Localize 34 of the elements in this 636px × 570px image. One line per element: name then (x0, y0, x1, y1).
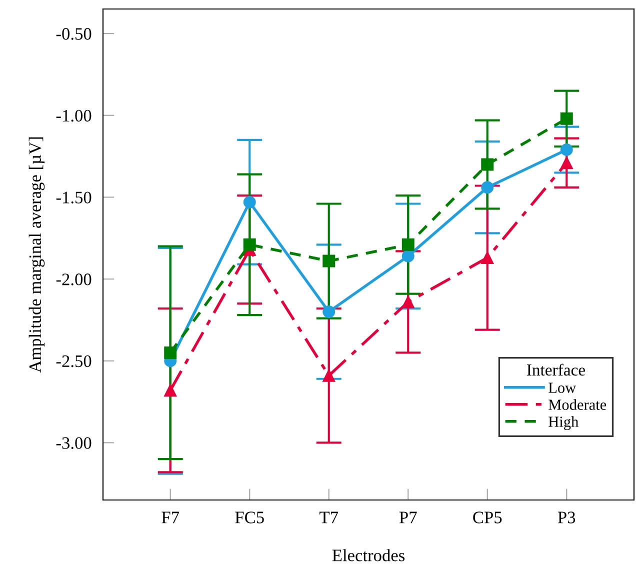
point (481, 252, 494, 264)
legend-label: High (548, 416, 578, 430)
point (560, 144, 573, 156)
point (481, 158, 494, 171)
legend-label: Moderate (548, 399, 606, 410)
point (560, 156, 573, 170)
y-tick-label: -2.00 (56, 274, 92, 286)
point (164, 384, 177, 397)
x-tick-label: FC5 (235, 512, 264, 524)
point (402, 250, 414, 262)
point (322, 254, 336, 268)
point (560, 112, 573, 125)
x-tick-label: P7 (399, 512, 417, 524)
point (243, 196, 256, 208)
point (402, 238, 414, 251)
x-tick-label: CP5 (473, 512, 502, 524)
y-tick-label: -1.00 (56, 110, 92, 122)
y-tick-label: -3.00 (56, 437, 92, 449)
point (164, 346, 177, 359)
x-tick-label: T7 (320, 512, 338, 524)
legend-label: Low (548, 382, 576, 393)
y-tick-label: -1.50 (56, 192, 92, 204)
y-axis-title: Amplitude marginal average [µV] (28, 137, 45, 373)
x-tick-label: F7 (162, 512, 180, 524)
point (402, 296, 414, 308)
point (322, 369, 336, 382)
point (481, 181, 494, 194)
y-tick-label: -2.50 (56, 355, 92, 368)
point (243, 238, 256, 251)
x-tick-label: P3 (558, 512, 576, 524)
legend-title: Interface (526, 364, 586, 376)
y-tick-label: -0.50 (56, 28, 92, 40)
point (322, 306, 336, 318)
x-axis-title: Electrodes (332, 549, 405, 562)
